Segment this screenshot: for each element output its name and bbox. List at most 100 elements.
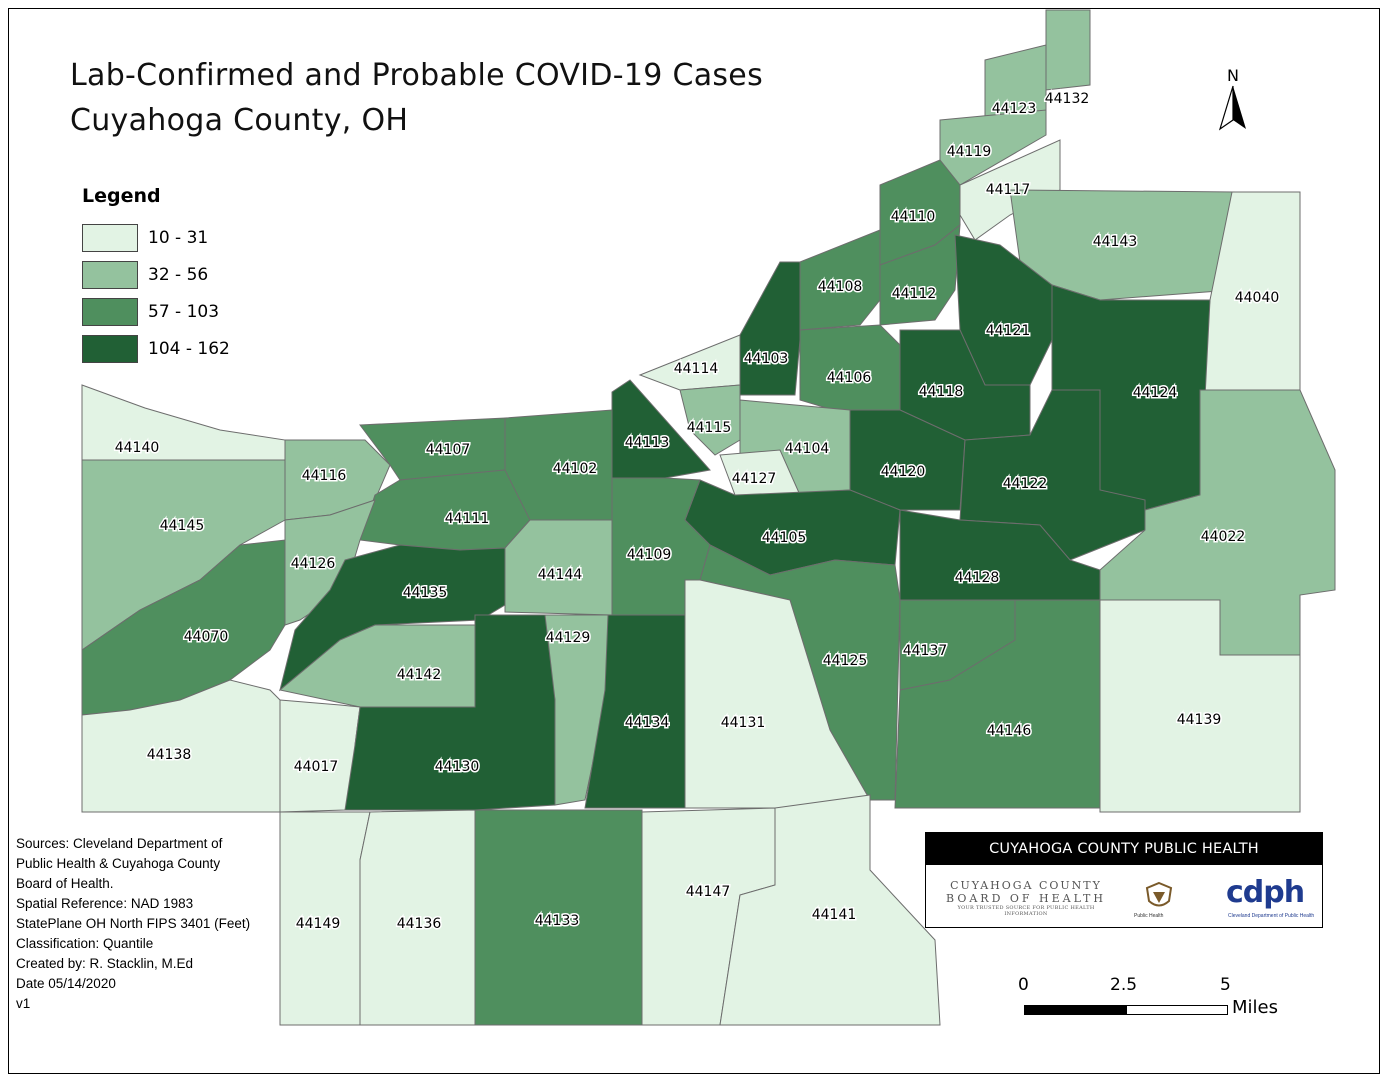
zip-label-44135: 44135 bbox=[403, 585, 448, 601]
zip-label-44128: 44128 bbox=[955, 570, 1000, 586]
zip-area-44135 bbox=[279, 544, 506, 692]
sources-line: StatePlane OH North FIPS 3401 (Feet) bbox=[16, 916, 251, 931]
sources-line: Spatial Reference: NAD 1983 bbox=[16, 896, 194, 911]
legend-label: 32 - 56 bbox=[148, 264, 209, 285]
zip-label-44139: 44139 bbox=[1177, 712, 1222, 728]
zip-label-44120: 44120 bbox=[881, 464, 926, 480]
map-title-line1: Lab-Confirmed and Probable COVID-19 Case… bbox=[70, 58, 763, 93]
zip-label-44111: 44111 bbox=[445, 511, 490, 527]
zip-label-44149: 44149 bbox=[296, 916, 341, 932]
zip-label-44130: 44130 bbox=[435, 759, 480, 775]
scale-tick: 0 bbox=[1018, 975, 1029, 995]
zip-label-44102: 44102 bbox=[553, 461, 598, 477]
zip-area-44103 bbox=[739, 261, 801, 396]
scale-unit: Miles bbox=[1232, 997, 1278, 1018]
zip-label-44105: 44105 bbox=[762, 530, 807, 546]
zip-label-44108: 44108 bbox=[818, 279, 863, 295]
sources-line: Sources: Cleveland Department of bbox=[16, 836, 223, 851]
legend-item: 32 - 56 bbox=[82, 256, 252, 293]
zip-label-44126: 44126 bbox=[291, 556, 336, 572]
zip-label-44147: 44147 bbox=[686, 884, 731, 900]
zip-area-44134 bbox=[584, 614, 686, 809]
collaborative-logo-box: CUYAHOGA COUNTY PUBLIC HEALTH COLLABORAT… bbox=[925, 832, 1323, 928]
zip-label-44144: 44144 bbox=[538, 567, 583, 583]
zip-label-44131: 44131 bbox=[721, 715, 766, 731]
zip-area-44130 bbox=[344, 614, 556, 811]
public-health-seal-icon bbox=[1145, 881, 1173, 907]
board-of-health-logo: CUYAHOGA COUNTY BOARD OF HEALTH YOUR TRU… bbox=[936, 879, 1116, 917]
legend-swatch bbox=[82, 334, 138, 363]
zip-label-44121: 44121 bbox=[986, 323, 1031, 339]
scale-tick: 5 bbox=[1220, 975, 1231, 995]
zip-label-44143: 44143 bbox=[1093, 234, 1138, 250]
legend: Legend 10 - 31 32 - 56 57 - 103 104 - 16… bbox=[82, 185, 252, 367]
zip-area-44140 bbox=[81, 384, 286, 461]
zip-label-44138: 44138 bbox=[147, 747, 192, 763]
zip-label-44123: 44123 bbox=[992, 101, 1037, 117]
zip-label-44112: 44112 bbox=[892, 286, 937, 302]
zip-label-44116: 44116 bbox=[302, 468, 347, 484]
legend-item: 10 - 31 bbox=[82, 219, 252, 256]
seal-caption: Public Health bbox=[1134, 913, 1164, 919]
zip-label-44119: 44119 bbox=[947, 144, 992, 160]
sources-line: Date 05/14/2020 bbox=[16, 976, 116, 991]
zip-label-44070: 44070 bbox=[184, 629, 229, 645]
sources-line: v1 bbox=[16, 996, 31, 1011]
zip-label-44122: 44122 bbox=[1003, 476, 1048, 492]
north-arrow: N bbox=[1218, 68, 1248, 138]
zip-area-44133 bbox=[474, 809, 643, 1026]
zip-area-44138 bbox=[81, 679, 281, 813]
sources-text: Sources: Cleveland Department of Public … bbox=[16, 834, 286, 1014]
zip-label-44109: 44109 bbox=[627, 547, 672, 563]
legend-item: 104 - 162 bbox=[82, 330, 252, 367]
legend-item: 57 - 103 bbox=[82, 293, 252, 330]
zip-label-44118: 44118 bbox=[919, 384, 964, 400]
zip-label-44141: 44141 bbox=[812, 907, 857, 923]
zip-label-44142: 44142 bbox=[397, 667, 442, 683]
cdph-caption: Cleveland Department of Public Health bbox=[1228, 913, 1315, 919]
zip-label-44129: 44129 bbox=[546, 630, 591, 646]
zip-label-44022: 44022 bbox=[1201, 529, 1246, 545]
legend-swatch bbox=[82, 260, 138, 289]
zip-label-44136: 44136 bbox=[397, 916, 442, 932]
legend-swatch bbox=[82, 297, 138, 326]
zip-label-44146: 44146 bbox=[987, 723, 1032, 739]
zip-area-44132 bbox=[1045, 9, 1091, 91]
sources-line: Public Health & Cuyahoga County bbox=[16, 856, 221, 871]
zip-label-44107: 44107 bbox=[426, 442, 471, 458]
scale-bar-segment-dark bbox=[1024, 1005, 1126, 1015]
boh-tagline: YOUR TRUSTED SOURCE FOR PUBLIC HEALTH IN… bbox=[957, 905, 1095, 917]
zip-label-44127: 44127 bbox=[732, 471, 777, 487]
scale-tick: 2.5 bbox=[1110, 975, 1138, 995]
zip-label-44125: 44125 bbox=[823, 653, 868, 669]
legend-label: 10 - 31 bbox=[148, 227, 209, 248]
zip-area-44136 bbox=[359, 809, 476, 1026]
zip-label-44133: 44133 bbox=[535, 913, 580, 929]
zip-label-44113: 44113 bbox=[625, 435, 670, 451]
cdph-logo: cdph bbox=[1226, 875, 1305, 910]
zip-label-44132: 44132 bbox=[1045, 91, 1090, 107]
sources-line: Board of Health. bbox=[16, 876, 114, 891]
zip-label-44103: 44103 bbox=[744, 351, 789, 367]
zip-label-44017: 44017 bbox=[294, 759, 339, 775]
map-frame bbox=[8, 8, 1380, 1074]
zip-area-44111 bbox=[359, 469, 531, 551]
zip-label-44110: 44110 bbox=[891, 209, 936, 225]
zip-label-44106: 44106 bbox=[827, 370, 872, 386]
zip-area-44146 bbox=[894, 599, 1101, 809]
zip-area-44115 bbox=[679, 384, 741, 456]
zip-label-44115: 44115 bbox=[687, 420, 732, 436]
north-letter: N bbox=[1227, 66, 1239, 85]
zip-label-44145: 44145 bbox=[160, 518, 205, 534]
boh-line1: CUYAHOGA COUNTY bbox=[950, 879, 1102, 892]
zip-label-44134: 44134 bbox=[625, 715, 670, 731]
zip-area-44141 bbox=[719, 794, 941, 1026]
zip-label-44114: 44114 bbox=[674, 361, 719, 377]
scale-bar-segment-light bbox=[1126, 1005, 1228, 1015]
collaborative-header: CUYAHOGA COUNTY PUBLIC HEALTH COLLABORAT… bbox=[926, 833, 1322, 889]
legend-label: 104 - 162 bbox=[148, 338, 230, 359]
zip-area-44131 bbox=[684, 579, 871, 809]
sources-line: Created by: R. Stacklin, M.Ed bbox=[16, 956, 194, 971]
zip-label-44140: 44140 bbox=[115, 440, 160, 456]
scale-bar: 0 2.5 5 Miles bbox=[1010, 975, 1290, 1025]
